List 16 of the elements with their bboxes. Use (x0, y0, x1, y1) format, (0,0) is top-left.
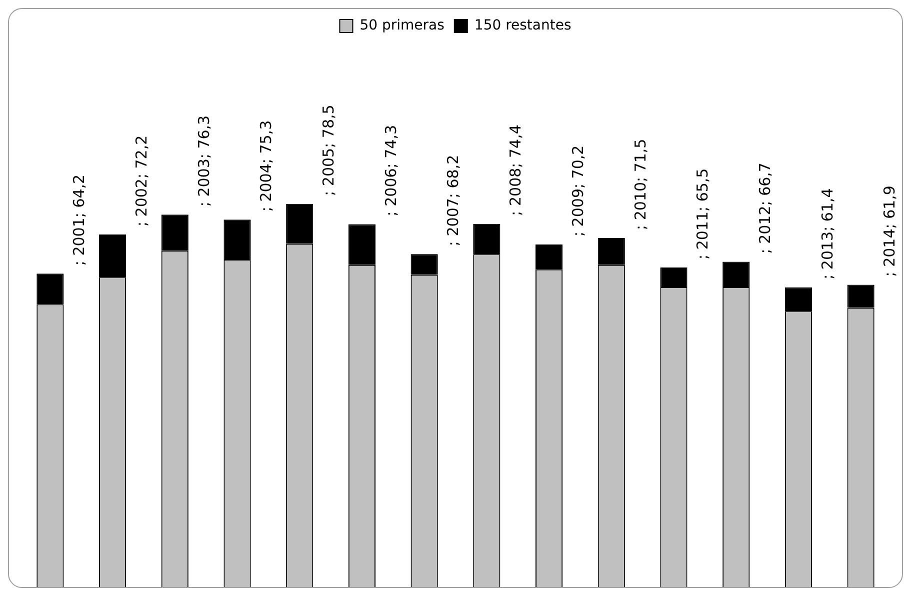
total-label: ; 2006; 74,3 (382, 124, 400, 216)
legend-label: 150 restantes (474, 18, 572, 34)
total-label: ; 2007; 68,2 (444, 154, 462, 246)
total-label: ; 2014; 61,9 (880, 186, 899, 277)
total-label: ; 2001; 64,2 (70, 174, 88, 266)
total-label: ; 2004; 75,3 (257, 120, 276, 212)
total-label: ; 2005; 78,5 (320, 104, 338, 196)
total-label: ; 2013; 61,4 (818, 188, 836, 280)
total-label: ; 2003; 76,3 (194, 115, 213, 207)
total-label: ; 2009; 70,2 (568, 145, 587, 237)
total-label: ; 2011; 65,5 (694, 168, 712, 260)
legend-label: 50 primeras (360, 18, 444, 34)
total-label: ; 2012; 66,7 (756, 162, 774, 254)
total-label: ; 2008; 74,4 (506, 124, 525, 216)
total-label: ; 2002; 72,2 (132, 135, 150, 227)
total-label: ; 2010; 71,5 (631, 138, 650, 230)
